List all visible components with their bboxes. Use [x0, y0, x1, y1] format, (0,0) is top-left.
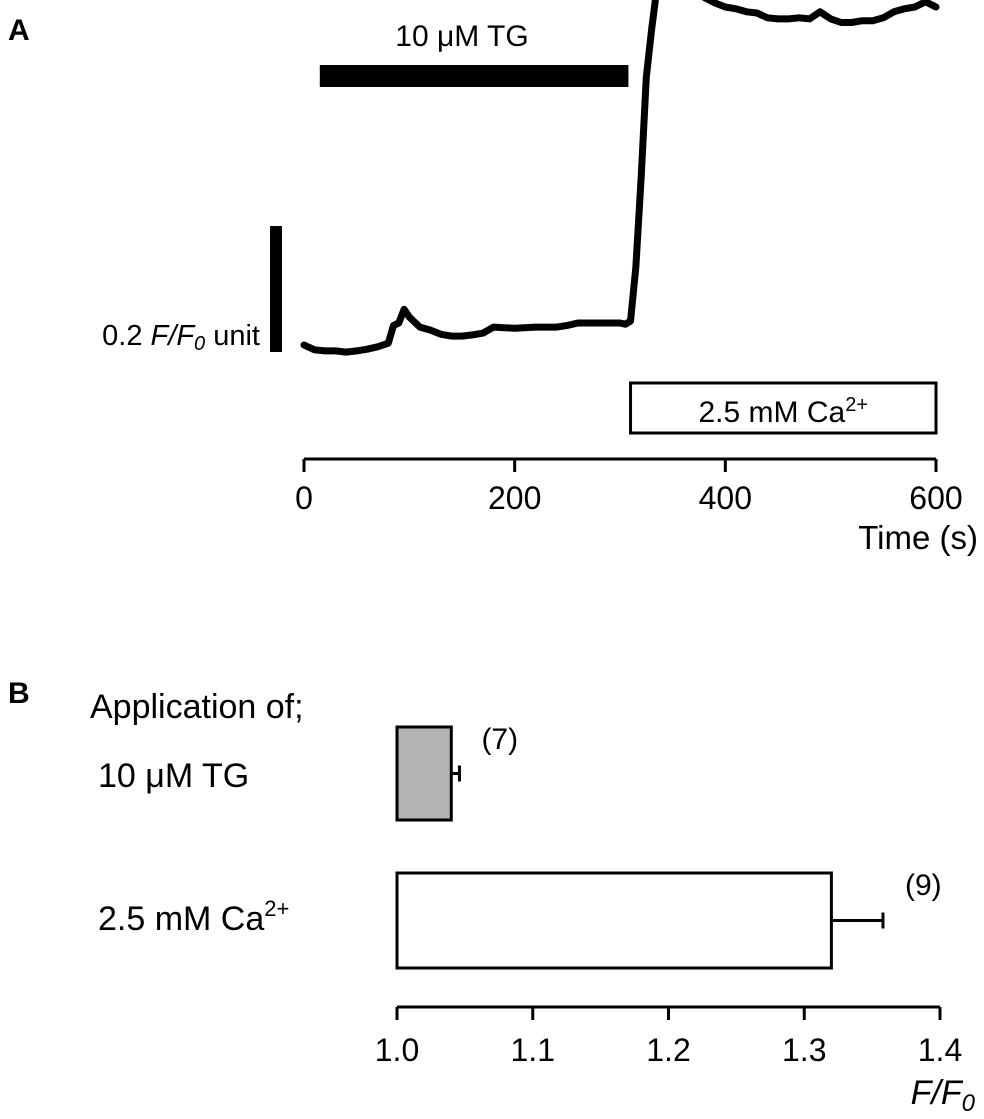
calcium-box-label: 2.5 mM Ca2+	[699, 394, 869, 429]
time-axis-label: Time (s)	[858, 519, 978, 556]
panel-b: B Application of; 10 μM TG 2.5 mM Ca2+ (…	[8, 677, 976, 1117]
calcium-application-box	[629, 381, 938, 435]
fluorescence-trace	[300, 0, 940, 356]
time-tick-label: 0	[295, 480, 313, 516]
sample-size-label: (7)	[481, 723, 518, 756]
time-tick-label: 200	[488, 480, 541, 516]
ratio-axis: 1.0 1.1 1.2 1.3 1.4	[375, 1005, 962, 1068]
time-tick-label: 400	[699, 480, 752, 516]
row-label-tg: 10 μM TG	[98, 757, 249, 795]
time-axis: 0 200 400 600	[295, 457, 963, 516]
bar	[395, 725, 453, 822]
ratio-tick-label: 1.4	[918, 1032, 962, 1068]
panel-a: A 10 μM TG 0.2 F/F0 unit 2.5 mM Ca2+ 0 20…	[8, 0, 978, 556]
application-heading: Application of;	[90, 688, 304, 726]
panel-b-label: B	[8, 677, 30, 710]
bar	[395, 871, 833, 970]
ratio-tick-label: 1.3	[782, 1032, 826, 1068]
tg-bar-label: 10 μM TG	[395, 20, 528, 53]
ratio-tick-label: 1.0	[375, 1032, 419, 1068]
row-label-calcium: 2.5 mM Ca2+	[98, 896, 289, 938]
scale-bar	[270, 226, 282, 352]
trace-plot	[300, 0, 940, 356]
scale-bar-label: 0.2 F/F0 unit	[102, 320, 260, 355]
time-tick-label: 600	[909, 480, 962, 516]
sample-size-label: (9)	[905, 869, 942, 902]
tg-application-bar	[319, 65, 629, 87]
ratio-axis-label: F/F0	[911, 1074, 976, 1117]
bar-plot: (7) (9)	[395, 723, 942, 970]
ratio-tick-label: 1.2	[646, 1032, 690, 1068]
ratio-tick-label: 1.1	[511, 1032, 555, 1068]
panel-a-label: A	[8, 14, 30, 47]
